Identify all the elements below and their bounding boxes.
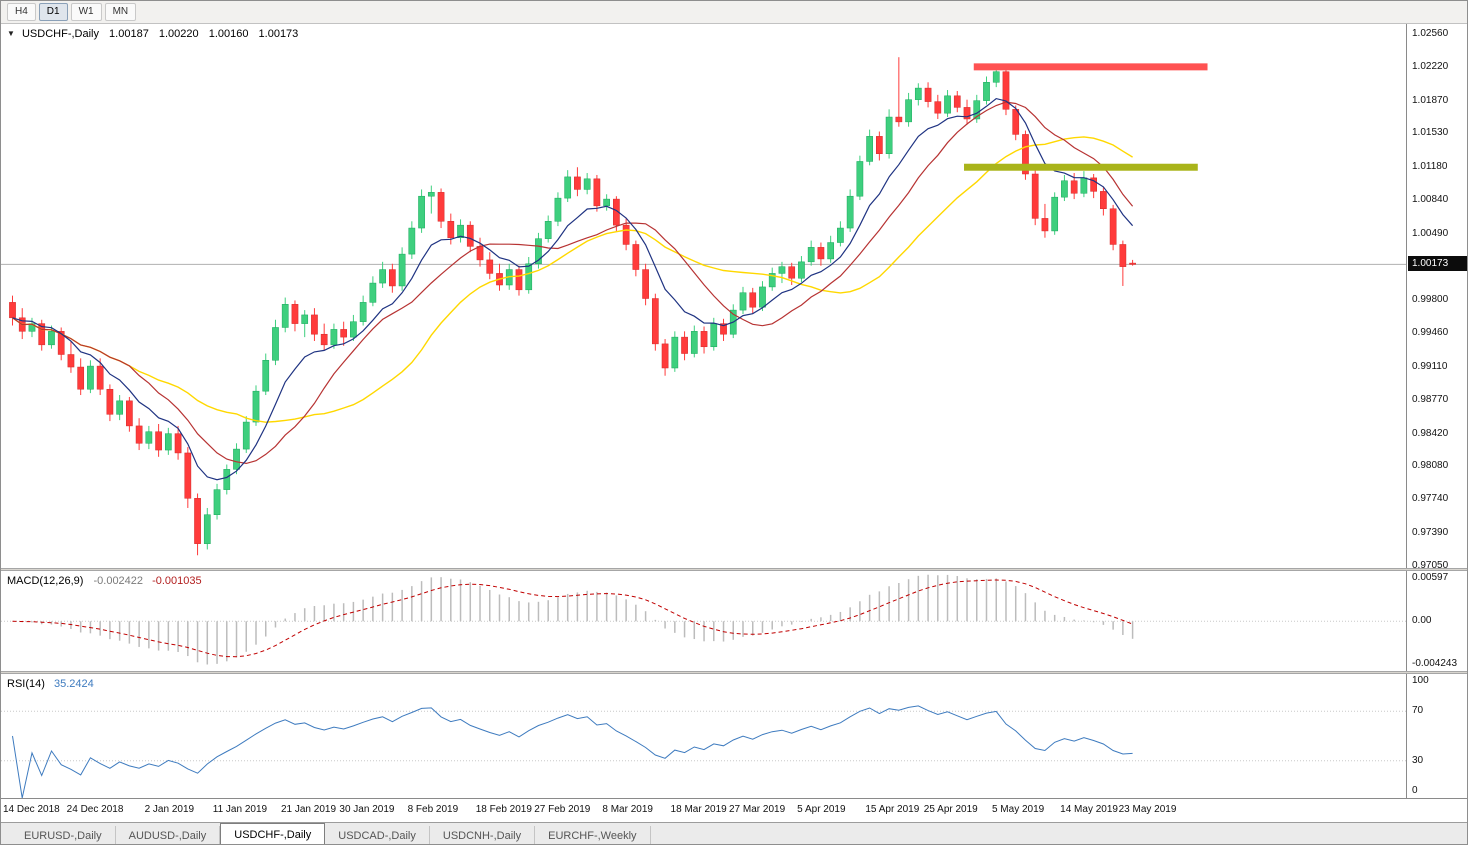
date-axis-label: 14 May 2019 [1060,804,1118,815]
chart-tab-usdcad-daily[interactable]: USDCAD-,Daily [325,826,430,844]
macd-plot[interactable] [1,571,1406,671]
price-axis-label: 0.97740 [1412,493,1449,505]
ma-mid-line [12,101,1134,465]
main-chart-plot[interactable] [1,24,1406,568]
date-axis-label: 27 Feb 2019 [534,804,591,815]
panel-splitter[interactable] [1,568,1467,571]
rsi-axis-label: 100 [1412,675,1429,686]
date-axis-label: 8 Feb 2019 [407,804,459,815]
chart-tabs-bar: EURUSD-,Daily AUDUSD-,Daily USDCHF-,Daily U… [1,822,1467,844]
chart-tab-eurchf-weekly[interactable]: EURCHF-,Weekly [535,826,651,844]
rsi-label: RSI(14) 35.2424 [7,678,94,690]
rsi-axis-label: 30 [1412,754,1424,766]
ohlc-open: 1.00187 [109,28,149,40]
chart-tab-eurusd-daily[interactable]: EURUSD-,Daily [11,826,116,844]
price-axis-label: 1.01870 [1412,94,1449,106]
panel-splitter[interactable] [1,671,1467,674]
date-axis-label: 11 Jan 2019 [212,804,268,815]
chart-title: ▼ USDCHF-,Daily 1.00187 1.00220 1.00160 … [7,28,298,40]
price-axis-label: 0.98420 [1412,427,1449,439]
price-axis-label: 0.99800 [1412,294,1449,306]
date-axis-label: 14 Dec 2018 [3,804,60,815]
date-axis-label: 24 Dec 2018 [66,804,124,815]
main-chart-panel: 1.02560 1.02220 1.01870 1.01530 1.01180 1.008… [1,24,1467,571]
date-axis-label: 21 Jan 2019 [280,804,337,815]
time-axis[interactable]: 14 Dec 2018 24 Dec 2018 2 Jan 2019 11 Jan 2… [1,798,1467,822]
macd-indicator-panel: 0.00597 0.00 -0.004243 MACD(12,26,9) -0.00… [1,571,1467,671]
price-axis-label: 1.01530 [1412,127,1449,139]
rsi-axis-label: 70 [1412,705,1424,717]
date-axis-label: 27 Mar 2019 [729,804,786,815]
macd-label: MACD(12,26,9) -0.002422 -0.001035 [7,575,202,587]
macd-signal-value: -0.001035 [152,575,202,587]
date-axis-label: 18 Mar 2019 [670,804,727,815]
price-axis-label: 0.99460 [1412,327,1449,339]
price-axis-label: 1.00840 [1412,194,1449,206]
rsi-plot[interactable] [1,674,1406,798]
ma-slow-line [12,136,1133,423]
quote-panel-collapse-icon[interactable]: ▼ [7,29,15,38]
timeframe-button-d1[interactable]: D1 [38,3,68,21]
ma-fast-line [12,97,1134,481]
rsi-value: 35.2424 [53,678,94,690]
rsi-axis-label: 0 [1412,785,1418,796]
date-axis-label: 23 May 2019 [1118,804,1177,815]
date-axis-label: 2 Jan 2019 [144,804,195,815]
date-axis-label: 25 Apr 2019 [923,804,978,815]
price-axis-label: 1.00490 [1412,227,1449,239]
date-axis-label: 8 Mar 2019 [602,804,653,815]
price-axis-label: 0.98770 [1412,393,1449,405]
macd-axis-label: 0.00597 [1412,572,1449,583]
macd-signal-line [12,579,1133,658]
current-price-tag: 1.00173 [1408,256,1467,272]
timeframe-button-h4[interactable]: H4 [7,3,36,21]
support-bar[interactable] [964,163,1198,171]
date-axis-label: 5 May 2019 [991,804,1045,815]
rsi-indicator-panel: 100 70 30 0 RSI(14) 35.2424 [1,674,1467,798]
timeframe-button-w1[interactable]: W1 [70,3,102,21]
price-axis-label: 0.97390 [1412,527,1449,539]
price-axis-label: 0.99110 [1412,361,1448,373]
ohlc-close: 1.00173 [258,28,299,40]
timeframe-toolbar: H4 D1 W1 MN [1,1,1467,24]
price-axis-label: 0.98080 [1412,460,1449,472]
price-axis-label: 1.02560 [1412,28,1449,40]
macd-main-value: -0.002422 [93,575,144,587]
ohlc-high: 1.00220 [158,28,199,40]
macd-axis[interactable]: 0.00597 0.00 -0.004243 [1406,571,1467,671]
timeframe-button-mn[interactable]: MN [104,3,137,21]
date-axis-label: 30 Jan 2019 [339,804,395,815]
price-axis-label: 0.97050 [1412,559,1449,571]
symbol-timeframe-label: USDCHF-,Daily [21,28,99,40]
price-axis-label: 1.02220 [1412,60,1449,72]
chart-tab-usdchf-daily[interactable]: USDCHF-,Daily [220,823,326,844]
rsi-axis[interactable]: 100 70 30 0 [1406,674,1467,798]
price-axis[interactable]: 1.02560 1.02220 1.01870 1.01530 1.01180 1.008… [1406,24,1467,571]
date-axis-label: 18 Feb 2019 [475,804,532,815]
ohlc-low: 1.00160 [208,28,249,40]
chart-tab-audusd-daily[interactable]: AUDUSD-,Daily [116,826,221,844]
macd-axis-label: 0.00 [1412,615,1432,627]
candles-layer [9,57,1136,556]
macd-axis-label: -0.004243 [1412,658,1458,669]
price-axis-label: 1.01180 [1412,161,1448,173]
rsi-line [12,705,1133,798]
date-axis-label: 15 Apr 2019 [865,804,920,815]
resistance-bar[interactable] [973,63,1208,71]
macd-name: MACD(12,26,9) [7,575,84,587]
macd-histogram [21,574,1134,665]
rsi-name: RSI(14) [7,678,45,690]
date-axis-label: 5 Apr 2019 [797,804,846,815]
chart-tab-usdcnh-daily[interactable]: USDCNH-,Daily [430,826,536,844]
